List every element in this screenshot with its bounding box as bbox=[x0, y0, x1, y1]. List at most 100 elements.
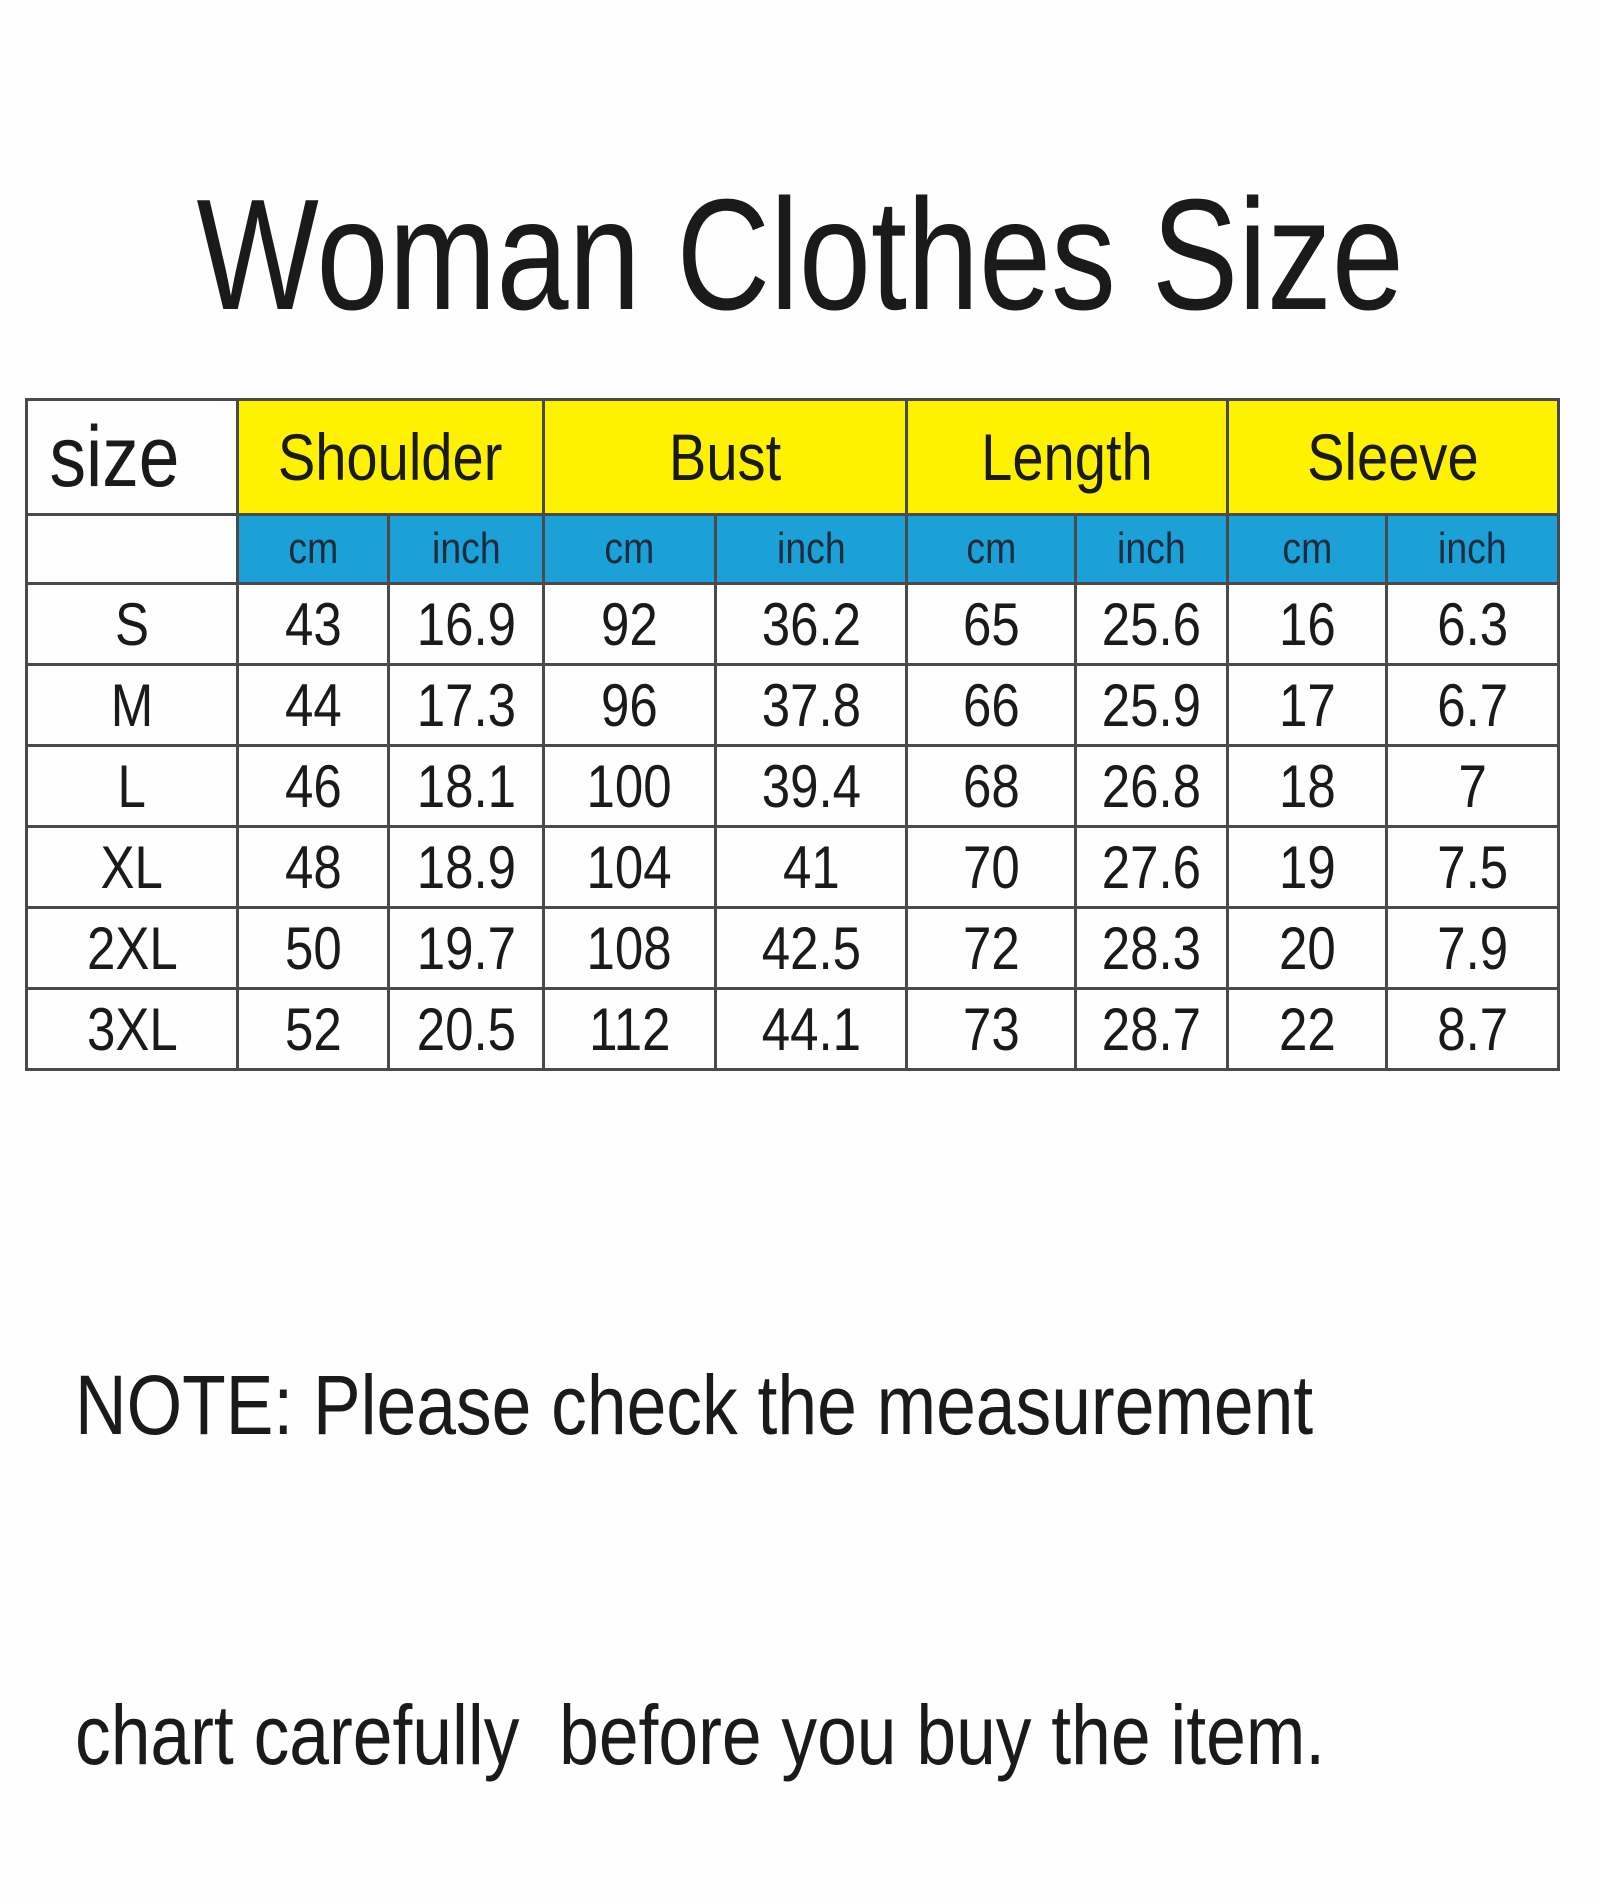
value-cell-text: 7.9 bbox=[1437, 914, 1508, 982]
unit-cm: cm bbox=[905, 513, 1077, 585]
unit-inch: inch bbox=[387, 513, 545, 585]
value-cell-text: 66 bbox=[962, 671, 1020, 739]
size-cell: L bbox=[25, 744, 239, 828]
header-sleeve: Sleeve bbox=[1226, 398, 1560, 516]
unit-inch: inch bbox=[1385, 513, 1560, 585]
value-cell-text: 48 bbox=[284, 833, 342, 901]
value-cell-text: 41 bbox=[782, 833, 840, 901]
table-row: S 43 16.9 92 36.2 65 25.6 16 6.3 bbox=[25, 582, 1560, 666]
value-cell: 22 bbox=[1226, 987, 1388, 1071]
value-cell-text: 104 bbox=[586, 833, 673, 901]
value-cell-text: 26.8 bbox=[1101, 752, 1202, 820]
value-cell-text: 52 bbox=[284, 995, 342, 1063]
value-cell: 70 bbox=[905, 825, 1077, 909]
value-cell-text: 25.6 bbox=[1101, 590, 1202, 658]
value-cell: 28.7 bbox=[1074, 987, 1229, 1071]
value-cell: 19 bbox=[1226, 825, 1388, 909]
table-row: M 44 17.3 96 37.8 66 25.9 17 6.7 bbox=[25, 663, 1560, 747]
value-cell-text: 17.3 bbox=[416, 671, 516, 739]
page-title: Woman Clothes Size bbox=[196, 167, 1404, 343]
value-cell-text: 43 bbox=[284, 590, 342, 658]
value-cell: 48 bbox=[236, 825, 390, 909]
value-cell: 26.8 bbox=[1074, 744, 1229, 828]
value-cell: 18.9 bbox=[387, 825, 545, 909]
value-cell: 20 bbox=[1226, 906, 1388, 990]
value-cell: 7.9 bbox=[1385, 906, 1560, 990]
value-cell: 17.3 bbox=[387, 663, 545, 747]
size-cell: S bbox=[25, 582, 239, 666]
value-cell: 108 bbox=[542, 906, 717, 990]
value-cell: 72 bbox=[905, 906, 1077, 990]
value-cell-text: 96 bbox=[601, 671, 658, 739]
header-shoulder: Shoulder bbox=[236, 398, 545, 516]
value-cell-text: 7 bbox=[1458, 752, 1487, 820]
value-cell-text: 42.5 bbox=[761, 914, 861, 982]
value-cell: 8.7 bbox=[1385, 987, 1560, 1071]
value-cell: 100 bbox=[542, 744, 717, 828]
value-cell-text: 44.1 bbox=[761, 995, 861, 1063]
value-cell-text: 18.1 bbox=[416, 752, 516, 820]
value-cell: 25.6 bbox=[1074, 582, 1229, 666]
value-cell-text: 18 bbox=[1278, 752, 1336, 820]
value-cell-text: 44 bbox=[284, 671, 342, 739]
header-length: Length bbox=[905, 398, 1229, 516]
size-cell-text: L bbox=[117, 752, 147, 820]
unit-row: cm inch cm inch cm inch cm inch bbox=[25, 513, 1560, 585]
value-cell-text: 6.3 bbox=[1437, 590, 1508, 658]
header-bust: Bust bbox=[542, 398, 908, 516]
value-cell-text: 16 bbox=[1278, 590, 1336, 658]
value-cell: 68 bbox=[905, 744, 1077, 828]
value-cell-text: 100 bbox=[586, 752, 673, 820]
value-cell-text: 39.4 bbox=[761, 752, 861, 820]
value-cell-text: 72 bbox=[962, 914, 1020, 982]
note-line-2: chart carefully before you buy the item. bbox=[75, 1688, 1326, 1782]
table-row: 2XL 50 19.7 108 42.5 72 28.3 20 7.9 bbox=[25, 906, 1560, 990]
value-cell: 43 bbox=[236, 582, 390, 666]
value-cell: 25.9 bbox=[1074, 663, 1229, 747]
value-cell-text: 36.2 bbox=[761, 590, 861, 658]
table-row: 3XL 52 20.5 112 44.1 73 28.7 22 8.7 bbox=[25, 987, 1560, 1071]
value-cell: 19.7 bbox=[387, 906, 545, 990]
value-cell-text: 6.7 bbox=[1437, 671, 1508, 739]
value-cell: 6.7 bbox=[1385, 663, 1560, 747]
size-cell-text: M bbox=[110, 671, 154, 739]
value-cell: 17 bbox=[1226, 663, 1388, 747]
size-cell-text: S bbox=[114, 590, 150, 658]
value-cell: 37.8 bbox=[714, 663, 908, 747]
value-cell-text: 20 bbox=[1278, 914, 1336, 982]
unit-cm: cm bbox=[236, 513, 390, 585]
value-cell: 36.2 bbox=[714, 582, 908, 666]
value-cell-text: 108 bbox=[586, 914, 673, 982]
value-cell: 66 bbox=[905, 663, 1077, 747]
value-cell: 96 bbox=[542, 663, 717, 747]
unit-cm: cm bbox=[1226, 513, 1388, 585]
value-cell-text: 46 bbox=[284, 752, 342, 820]
value-cell-text: 16.9 bbox=[416, 590, 516, 658]
value-cell-text: 50 bbox=[284, 914, 342, 982]
size-cell: 2XL bbox=[25, 906, 239, 990]
value-cell-text: 28.3 bbox=[1101, 914, 1202, 982]
value-cell-text: 19 bbox=[1278, 833, 1336, 901]
value-cell: 65 bbox=[905, 582, 1077, 666]
value-cell: 7 bbox=[1385, 744, 1560, 828]
value-cell-text: 22 bbox=[1278, 995, 1336, 1063]
size-cell-text: 3XL bbox=[86, 995, 178, 1063]
unit-inch: inch bbox=[714, 513, 908, 585]
value-cell: 7.5 bbox=[1385, 825, 1560, 909]
value-cell: 6.3 bbox=[1385, 582, 1560, 666]
value-cell: 50 bbox=[236, 906, 390, 990]
value-cell: 112 bbox=[542, 987, 717, 1071]
header-row: size Shoulder Bust Length Sleeve bbox=[25, 398, 1560, 516]
value-cell: 20.5 bbox=[387, 987, 545, 1071]
value-cell-text: 27.6 bbox=[1101, 833, 1202, 901]
value-cell-text: 73 bbox=[962, 995, 1020, 1063]
table-row: L 46 18.1 100 39.4 68 26.8 18 7 bbox=[25, 744, 1560, 828]
empty-cell bbox=[25, 513, 239, 585]
value-cell: 18 bbox=[1226, 744, 1388, 828]
table-row: XL 48 18.9 104 41 70 27.6 19 7.5 bbox=[25, 825, 1560, 909]
size-header: size bbox=[25, 398, 239, 516]
size-cell-text: 2XL bbox=[86, 914, 178, 982]
value-cell-text: 92 bbox=[601, 590, 658, 658]
value-cell-text: 112 bbox=[588, 995, 671, 1063]
value-cell-text: 70 bbox=[962, 833, 1020, 901]
